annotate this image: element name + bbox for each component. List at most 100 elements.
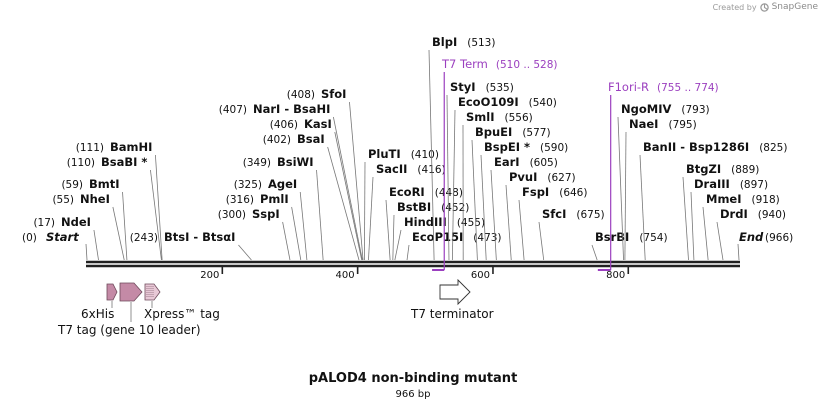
snapgene-logo-icon [759,2,769,12]
enzyme-bsai: (402) BsaI [263,132,360,261]
enzyme-pmli: (316) PmlI [226,192,302,261]
enzyme-leader-line [690,191,695,261]
enzyme-position: (556) [505,112,533,124]
end-label: End [739,230,764,244]
enzyme-leader-line [639,154,646,261]
enzyme-fspi: FspI (646) [518,185,587,261]
map-length: 966 bp [395,389,431,400]
enzyme-leader-line [682,176,689,261]
ruler-label: 600 [471,270,490,281]
enzyme-styi: StyI (535) [446,80,514,261]
start-position: (0) [22,232,37,244]
enzyme-position: (646) [559,187,587,199]
enzyme-name: BlpI [432,35,457,49]
enzyme-name: EcoRI [389,185,425,199]
enzyme-leader-line [624,131,627,261]
enzyme-name: EcoO109I [458,95,519,109]
credit-prefix: Created by [712,2,757,12]
primer-name: T7 Term [441,57,488,71]
enzyme-drdi: DrdI (940) [716,207,786,261]
enzyme-leader-line [364,161,366,261]
enzyme-position: (889) [731,164,759,176]
feature-t7-tag: T7 tag (gene 10 leader) [57,282,201,337]
enzyme-leader-line [238,244,252,261]
enzyme-name: PluTI [368,147,401,161]
enzyme-leader-line [617,116,624,261]
enzyme-name: NheI [80,192,110,206]
start-marker: (0) Start [22,230,88,261]
enzyme-leader-line [299,191,308,261]
ruler-label: 200 [200,270,219,281]
enzyme-draiii: DraIII (897) [690,177,768,261]
feature-t7-terminator: T7 terminator [410,278,494,321]
feature-6xhis: 6xHis [81,283,118,321]
primer-t7-term: T7 Term (510 .. 528) [432,57,558,271]
feature-label: Xpress™ tag [144,307,220,321]
enzyme-position: (513) [467,37,495,49]
enzyme-position: (316) [226,194,254,206]
enzyme-mmei: MmeI (918) [702,192,780,261]
enzyme-position: (448) [435,187,463,199]
enzyme-position: (452) [441,202,469,214]
enzyme-leader-line [112,206,125,261]
enzyme-position: (473) [473,232,501,244]
end-position: (966) [765,232,793,244]
enzyme-name: AgeI [268,177,297,191]
enzyme-leader-line [471,139,478,261]
enzyme-name: BmtI [89,177,120,191]
enzyme-position: (825) [759,142,787,154]
enzyme-bamhi: (111) BamHI [76,140,163,261]
feature-xpress-tag: Xpress™ tag [144,283,220,321]
enzyme-position: (243) [130,232,158,244]
enzyme-ndei: (17) NdeI [33,215,99,261]
enzyme-position: (300) [218,209,246,221]
enzyme-leader-line [332,116,363,261]
enzyme-nhei: (55) NheI [52,192,125,261]
enzyme-leader-line [327,146,360,261]
enzyme-position: (675) [576,209,604,221]
start-leader [85,243,88,261]
enzyme-position: (406) [270,119,298,131]
primer-name: F1ori-R [608,80,649,94]
enzyme-name: BsiWI [277,155,314,169]
enzyme-leader-line [282,221,291,261]
enzyme-leader-line [291,206,302,261]
enzyme-leader-line [480,154,487,261]
enzyme-pvui: PvuI (627) [505,170,576,261]
enzyme-position: (590) [540,142,568,154]
enzyme-name: DrdI [720,207,748,221]
enzyme-name: BsaI [297,132,325,146]
enzyme-sfoi: (408) SfoI [287,87,364,261]
end-leader [737,243,740,261]
enzyme-leader-line [385,199,391,261]
enzyme-leader-line [518,199,525,261]
enzyme-name: SmlI [466,110,495,124]
primer-f1ori-r: F1ori-R (755 .. 774) [597,80,719,271]
feature-label: T7 tag (gene 10 leader) [57,323,201,337]
enzyme-name: StyI [450,80,476,94]
enzyme-name: BtsI - BtsαI [164,230,235,244]
enzyme-position: (897) [740,179,768,191]
enzyme-position: (59) [61,179,83,191]
enzyme-leader-line [150,169,162,261]
enzyme-nari-bsahi: (407) NarI - BsaHI [219,102,363,261]
enzyme-leader-line [368,176,374,261]
feature-t7-terminator-arrow [439,278,471,306]
enzyme-leader-line [406,244,410,261]
enzyme-leader-line [591,244,598,261]
enzyme-bpuei: BpuEI (577) [471,125,551,261]
enzyme-name: EcoP15I [412,230,463,244]
feature-label: 6xHis [81,307,114,321]
enzyme-name: NarI - BsaHI [253,102,330,116]
enzyme-ecoo109i: EcoO109I (540) [451,95,557,261]
enzyme-position: (410) [411,149,439,161]
enzyme-name: BtgZI [686,162,721,176]
enzyme-name: SfoI [321,87,346,101]
enzyme-name: NaeI [629,117,658,131]
enzyme-bsrbi: BsrBI (754) [591,230,668,261]
enzyme-position: (55) [52,194,74,206]
enzyme-leader-line [93,229,99,261]
feature-t7-tag-arrow [119,282,143,302]
ruler-label: 800 [606,270,625,281]
enzyme-btgzi: BtgZI (889) [682,162,759,261]
